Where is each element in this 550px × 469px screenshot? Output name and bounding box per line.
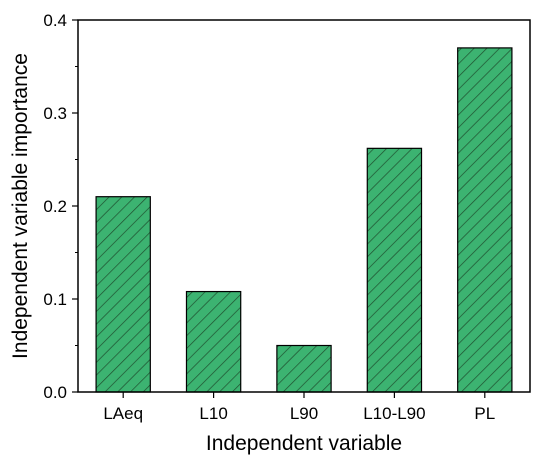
x-tick-label: L10-L90 xyxy=(363,404,425,423)
bar-l90 xyxy=(276,344,332,393)
x-axis: LAeq L10 L90 L10-L90 PL xyxy=(103,392,495,423)
y-tick-label: 0.1 xyxy=(43,290,67,309)
x-tick-label: L90 xyxy=(290,404,318,423)
y-tick-label: 0.4 xyxy=(43,11,67,30)
y-axis-title: Independent variable importance xyxy=(9,53,32,359)
y-tick-label: 0.2 xyxy=(43,197,67,216)
bar-pl xyxy=(457,47,513,393)
x-tick-label: PL xyxy=(474,404,495,423)
bars-group xyxy=(95,47,513,393)
y-tick-label: 0.0 xyxy=(43,383,67,402)
bar-l10-l90 xyxy=(366,147,423,393)
y-tick-label: 0.3 xyxy=(43,104,67,123)
x-tick-label: L10 xyxy=(199,404,227,423)
bar-laeq xyxy=(95,196,151,393)
x-tick-label: LAeq xyxy=(103,404,143,423)
y-axis: 0.0 0.1 0.2 0.3 0.4 xyxy=(43,11,78,402)
bar-l10 xyxy=(185,290,242,393)
x-axis-title: Independent variable xyxy=(206,432,402,455)
